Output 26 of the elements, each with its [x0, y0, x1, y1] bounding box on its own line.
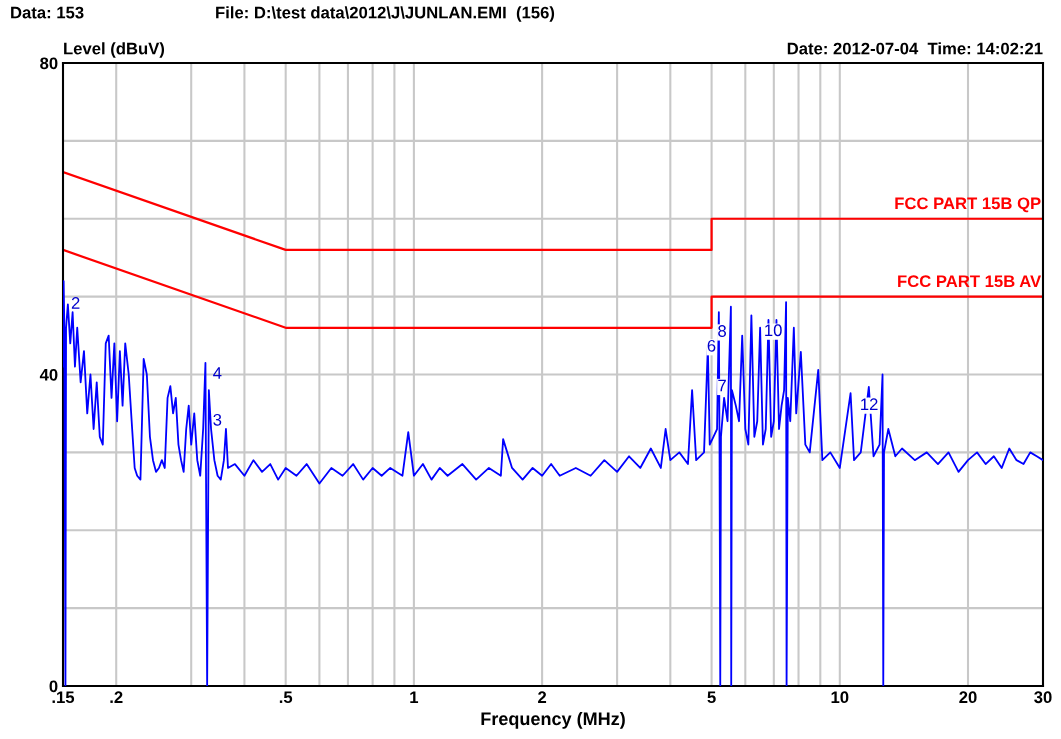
- annotation: 3: [213, 413, 222, 426]
- x-tick-label: 5: [707, 691, 716, 704]
- series-label: FCC PART 15B AV: [898, 275, 1042, 288]
- y-axis-title: Level (dBuV): [64, 42, 165, 58]
- annotation: 4: [213, 367, 222, 379]
- x-tick-label: .2: [110, 691, 123, 703]
- y-tick-label: 0: [49, 680, 58, 693]
- x-tick-label: 10: [831, 691, 849, 704]
- text: Date: 2012-07-04 Time: 14:02:21: [787, 42, 1043, 55]
- annotation: 2: [71, 297, 80, 309]
- x-tick-label: 1: [410, 691, 419, 703]
- series-label: FCC PART 15B QP: [895, 197, 1041, 213]
- x-tick-label: .15: [52, 691, 75, 704]
- annotation: 10: [765, 324, 782, 337]
- x-axis-title: Frequency (MHz): [481, 711, 625, 729]
- annotation: 8: [718, 325, 726, 337]
- annotation: 12: [861, 398, 878, 410]
- x-tick-label: 2: [538, 691, 547, 703]
- text: Data: 153: [11, 6, 84, 19]
- text: File: D:\test data\2012\J\JUNLAN.EMI (156): [216, 6, 555, 22]
- x-tick-label: 30: [1034, 691, 1052, 704]
- y-tick-label: 40: [39, 368, 58, 381]
- y-tick-label: 80: [40, 57, 58, 70]
- x-tick-label: 20: [959, 691, 977, 704]
- annotation: 7: [718, 379, 726, 392]
- x-tick-label: .5: [279, 691, 293, 704]
